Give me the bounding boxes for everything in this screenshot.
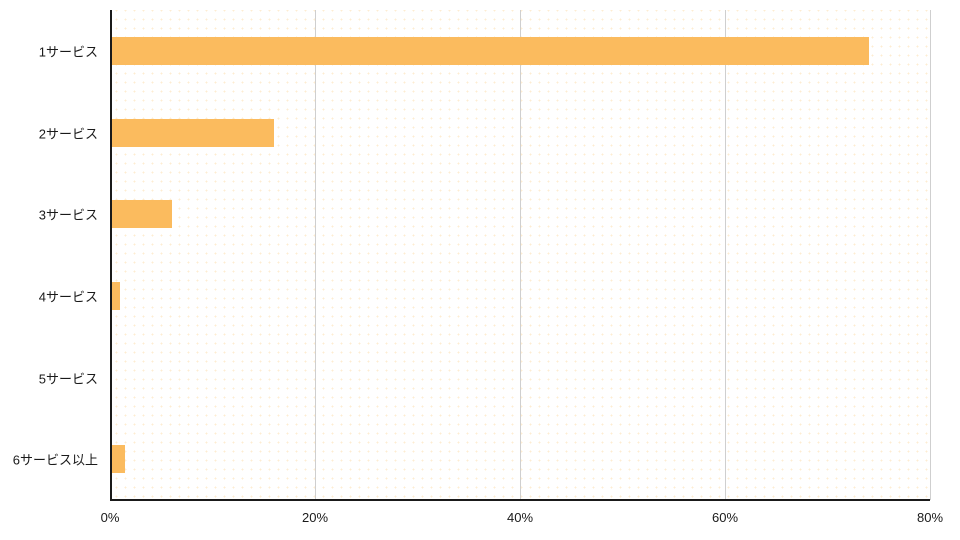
bar — [110, 119, 274, 147]
y-axis-category-label: 4サービス — [39, 286, 98, 305]
x-axis — [110, 499, 930, 501]
y-axis-category-label: 1サービス — [39, 41, 98, 60]
y-axis — [110, 10, 112, 500]
x-axis-tick-label: 40% — [507, 510, 533, 525]
bar — [110, 200, 172, 228]
gridline — [520, 10, 521, 500]
bar — [110, 445, 125, 473]
plot-area: 0%20%40%60%80%1サービス2サービス3サービス4サービス5サービス6… — [110, 10, 930, 500]
x-axis-tick-label: 80% — [917, 510, 943, 525]
y-axis-category-label: 3サービス — [39, 205, 98, 224]
bar — [110, 37, 869, 65]
y-axis-category-label: 5サービス — [39, 368, 98, 387]
gridline — [725, 10, 726, 500]
y-axis-category-label: 2サービス — [39, 123, 98, 142]
x-axis-tick-label: 60% — [712, 510, 738, 525]
bar-chart: 0% 20% 40% 60% 80% 1サービス 2サービス 3サービス 4サービス 5サービス 6… — [0, 0, 960, 540]
gridline — [930, 10, 931, 500]
x-axis-tick-label: 0% — [101, 510, 120, 525]
x-axis-tick-label: 20% — [302, 510, 328, 525]
gridline — [315, 10, 316, 500]
y-axis-category-label: 6サービス以上 — [13, 450, 98, 469]
